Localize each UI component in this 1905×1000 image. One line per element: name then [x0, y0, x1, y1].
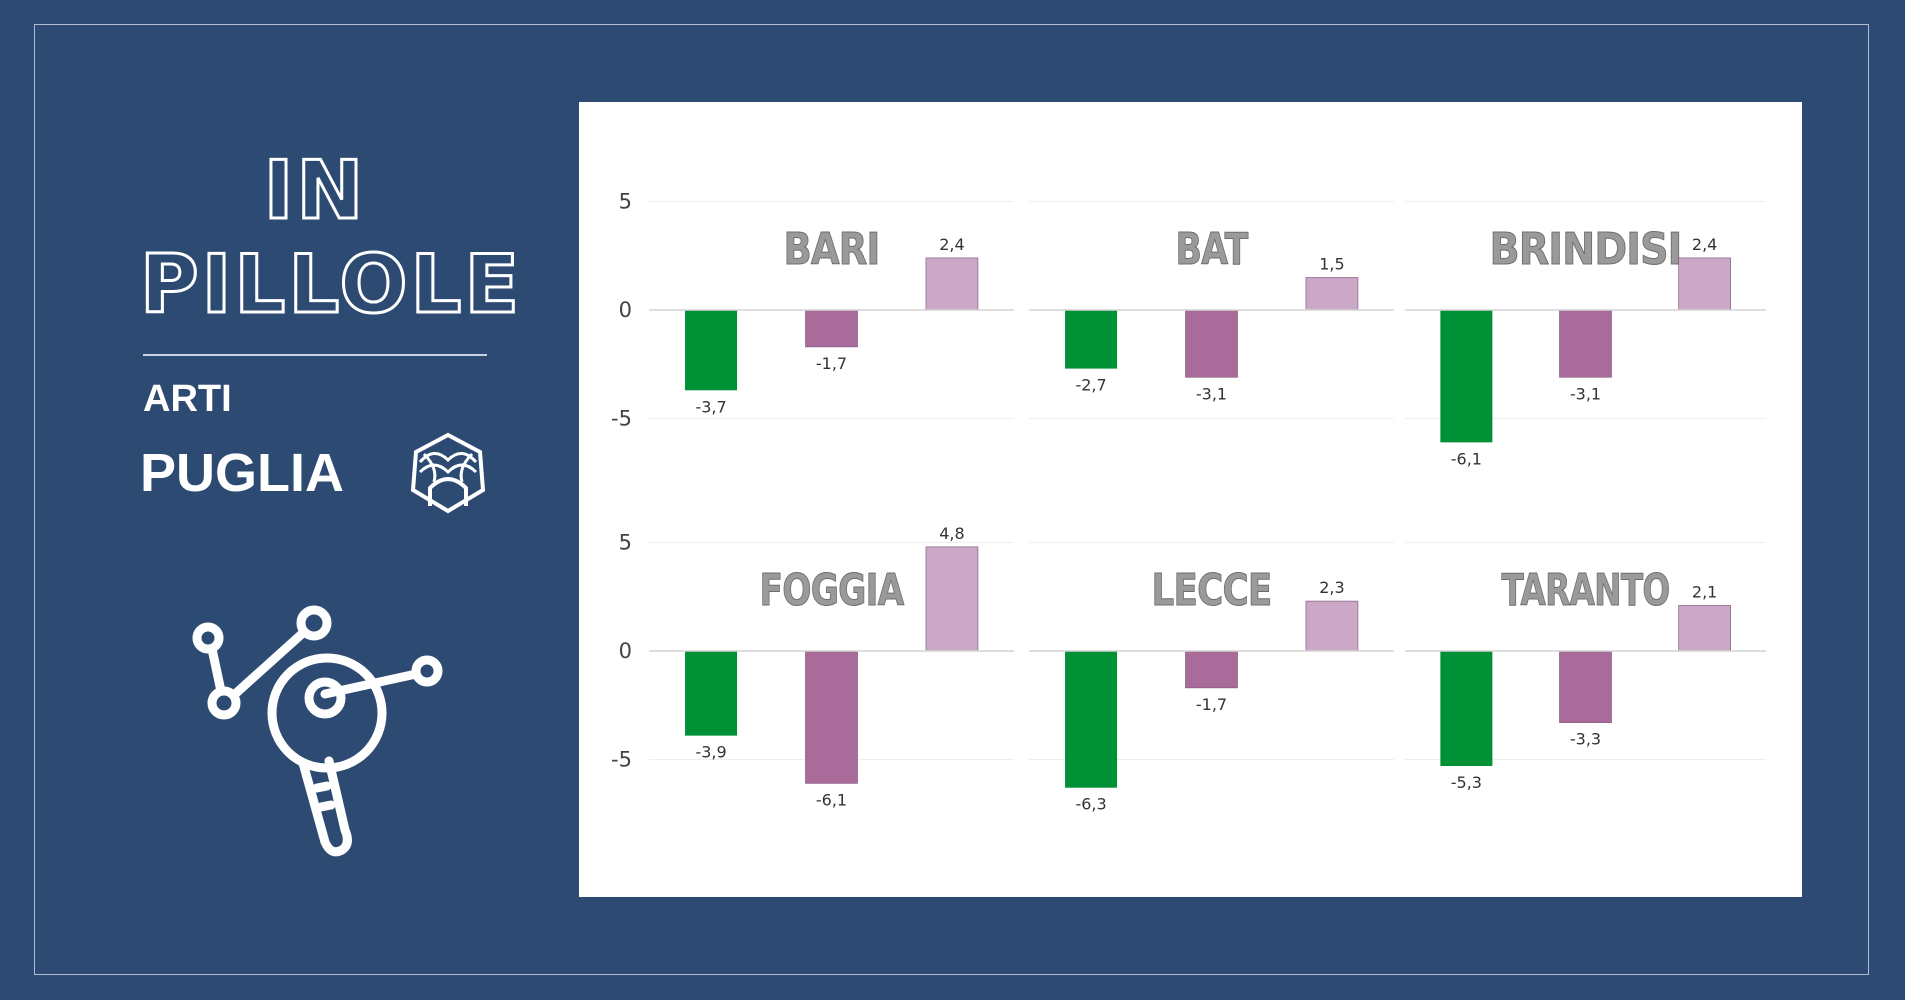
outer-frame: [34, 24, 1869, 975]
bar: [685, 310, 738, 391]
bar: [1559, 309, 1612, 378]
bar: [805, 650, 858, 784]
data-label: -3,1: [1570, 384, 1601, 403]
chart-panel: 5 0 -5 5 0 -5 BARI -3,7 -1,7 2,4 BAT -2,7 -3,1 1,5 BRI…: [579, 102, 1802, 897]
data-label: -6,1: [816, 790, 847, 809]
title-line-2: PILLOLE: [139, 238, 523, 331]
arti-logo-icon: [410, 432, 486, 514]
bar: [805, 309, 858, 348]
bar: [1305, 600, 1359, 652]
y-tick-label: 0: [619, 298, 632, 322]
bar: [1559, 650, 1612, 723]
data-label: 4,8: [939, 524, 964, 543]
y-tick-label: -5: [611, 748, 632, 772]
bar: [685, 651, 738, 736]
data-label: 2,3: [1319, 578, 1344, 597]
org-label: ARTI: [143, 378, 232, 420]
data-label: -1,7: [816, 354, 847, 373]
bar-chart: 5 0 -5 5 0 -5 BARI -3,7 -1,7 2,4 BAT -2,7 -3,1 1,5 BRI…: [611, 190, 1766, 814]
bar: [1185, 309, 1238, 378]
data-label: -6,3: [1075, 795, 1106, 814]
bar: [925, 546, 979, 652]
province-title: LECCE: [1152, 565, 1272, 616]
data-label: -1,7: [1196, 695, 1227, 714]
y-tick-label: 0: [619, 639, 632, 663]
data-label: 2,1: [1692, 582, 1717, 601]
data-label: -5,3: [1451, 773, 1482, 792]
y-tick-label: -5: [611, 407, 632, 431]
province-title: BAT: [1176, 224, 1249, 275]
bar: [1440, 310, 1493, 443]
province-title: FOGGIA: [760, 565, 905, 616]
y-tick-label: 5: [619, 531, 632, 555]
data-label: -3,1: [1196, 384, 1227, 403]
title-line-1: IN: [262, 144, 367, 237]
bar: [1305, 277, 1359, 311]
bar: [1065, 310, 1118, 369]
data-label: 1,5: [1319, 254, 1344, 273]
bar: [1678, 605, 1731, 652]
data-label: 2,4: [939, 235, 964, 254]
bar: [1440, 651, 1493, 767]
data-label: -3,7: [695, 397, 726, 416]
y-tick-label: 5: [619, 190, 632, 214]
data-label: -3,3: [1570, 730, 1601, 749]
data-label: 2,4: [1692, 235, 1717, 254]
data-label: -2,7: [1075, 376, 1106, 395]
title-divider: [143, 354, 487, 356]
province-title: BARI: [784, 224, 880, 275]
bar: [1065, 651, 1118, 788]
region-label: PUGLIA: [140, 443, 345, 503]
bar: [1185, 650, 1238, 689]
key-molecule-icon: [192, 605, 443, 857]
province-title: TARANTO: [1502, 565, 1670, 616]
bar: [925, 257, 979, 311]
bar: [1678, 257, 1731, 311]
data-label: -6,1: [1451, 449, 1482, 468]
province-title: BRINDISI: [1490, 224, 1682, 275]
data-label: -3,9: [695, 743, 726, 762]
